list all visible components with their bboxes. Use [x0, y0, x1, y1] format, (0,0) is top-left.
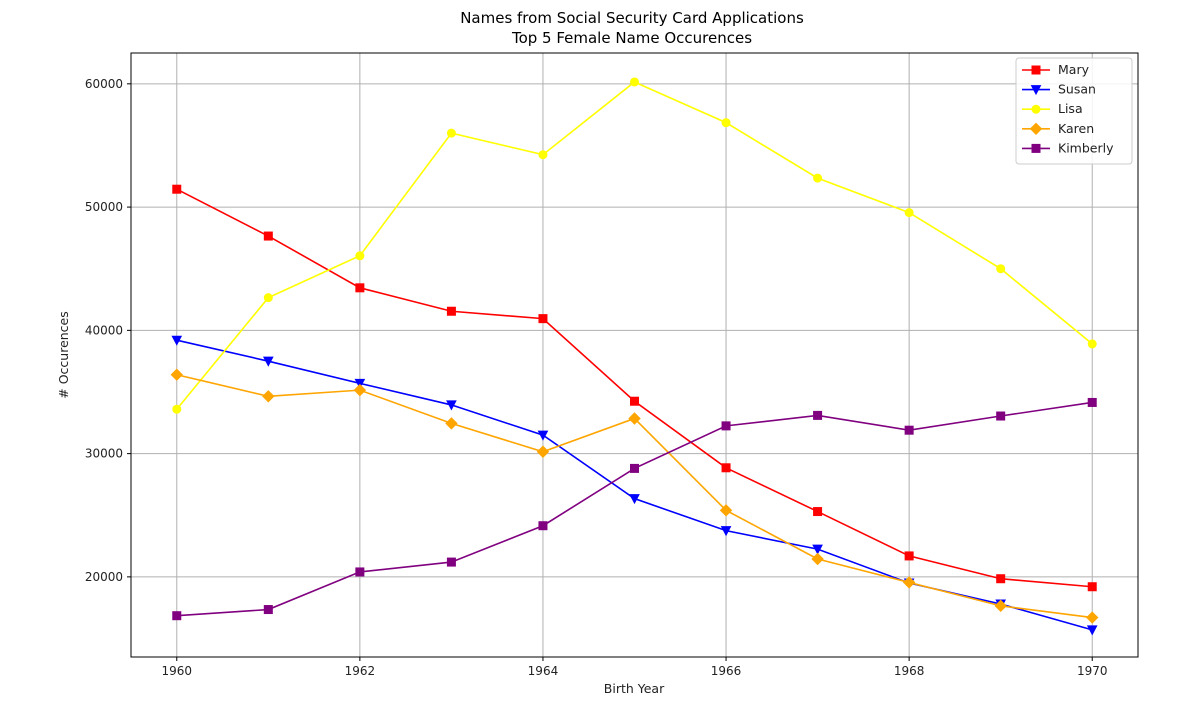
legend-item-lisa: Lisa — [1022, 101, 1083, 116]
data-point-lisa — [996, 264, 1006, 274]
data-point-susan — [629, 494, 640, 505]
data-point-kimberly — [538, 521, 548, 531]
series-susan — [171, 335, 1098, 636]
data-point-susan — [262, 356, 274, 367]
series-kimberly — [172, 397, 1097, 621]
chart-title: Names from Social Security Card Applicat… — [460, 9, 804, 27]
legend-label: Kimberly — [1058, 140, 1114, 155]
data-point-mary — [172, 184, 182, 194]
legend-swatch-marker — [1031, 143, 1041, 153]
data-point-karen — [1086, 611, 1099, 624]
data-point-mary — [355, 283, 365, 293]
y-tick-label: 30000 — [85, 447, 123, 461]
x-tick-label: 1962 — [345, 664, 376, 678]
series-lisa — [172, 77, 1097, 414]
data-point-lisa — [813, 173, 823, 183]
data-point-mary — [263, 231, 273, 241]
plot-frame — [130, 52, 1139, 658]
series-line-mary — [176, 188, 1093, 588]
data-point-karen — [994, 599, 1007, 613]
grid — [131, 53, 1138, 657]
y-tick-label: 40000 — [85, 323, 123, 337]
series-group — [170, 77, 1099, 636]
data-point-susan — [720, 526, 732, 537]
data-point-lisa — [721, 118, 731, 128]
data-point-kimberly — [1087, 397, 1097, 407]
x-axis-label: Birth Year — [604, 681, 665, 696]
data-point-mary — [1087, 582, 1097, 592]
data-point-karen — [628, 412, 641, 425]
data-point-susan — [537, 430, 549, 441]
series-line-susan — [176, 339, 1093, 631]
data-point-mary — [904, 551, 914, 561]
legend-item-mary: Mary — [1022, 62, 1090, 77]
x-tick-label: 1970 — [1077, 664, 1108, 678]
y-axis-label: # Occurences — [56, 311, 71, 399]
data-point-kimberly — [446, 557, 456, 567]
data-point-susan — [812, 544, 823, 555]
axis-ticks: 1960 1962 1964 1966 1968 1970 20000 30000 40000 5… — [85, 77, 1108, 678]
legend: Mary Susan Lisa Karen Kimberly — [1015, 57, 1133, 165]
data-point-lisa — [446, 128, 456, 138]
legend-swatch-marker — [1031, 65, 1041, 75]
data-point-kimberly — [904, 425, 914, 435]
legend-swatch-marker — [1030, 85, 1042, 96]
data-point-susan — [171, 335, 183, 346]
legend-item-susan: Susan — [1022, 82, 1096, 97]
data-point-susan — [1086, 625, 1098, 636]
data-point-karen — [902, 576, 916, 589]
data-point-lisa — [1087, 339, 1097, 349]
data-point-lisa — [904, 208, 914, 218]
legend-label: Susan — [1058, 82, 1096, 97]
series-mary — [172, 184, 1097, 592]
data-point-mary — [630, 396, 639, 406]
data-point-lisa — [630, 77, 639, 87]
data-point-mary — [538, 314, 548, 324]
data-point-karen — [170, 368, 183, 381]
legend-label: Karen — [1058, 121, 1094, 136]
data-point-karen — [353, 383, 367, 397]
y-tick-label: 50000 — [85, 200, 123, 214]
data-point-kimberly — [263, 605, 273, 615]
data-point-susan — [354, 378, 366, 389]
data-point-lisa — [538, 150, 548, 160]
legend-frame — [1015, 57, 1133, 165]
data-point-mary — [446, 306, 456, 316]
x-tick-label: 1968 — [894, 664, 925, 678]
y-tick-label: 60000 — [85, 77, 123, 91]
data-point-kimberly — [172, 611, 182, 621]
data-point-kimberly — [355, 567, 365, 577]
legend-label: Lisa — [1058, 101, 1083, 116]
data-point-lisa — [263, 293, 273, 303]
legend-label: Mary — [1058, 62, 1090, 77]
data-point-mary — [996, 574, 1006, 584]
data-point-karen — [536, 445, 550, 458]
series-karen — [170, 368, 1099, 624]
x-tick-label: 1960 — [161, 664, 192, 678]
series-line-lisa — [176, 81, 1093, 410]
legend-item-karen: Karen — [1022, 121, 1094, 136]
chart-subtitle: Top 5 Female Name Occurences — [511, 29, 752, 47]
data-point-mary — [813, 507, 823, 517]
x-tick-label: 1966 — [711, 664, 742, 678]
data-point-kimberly — [721, 421, 731, 431]
data-point-kimberly — [630, 463, 639, 473]
data-point-kimberly — [813, 410, 823, 420]
data-point-karen — [445, 417, 458, 430]
legend-item-kimberly: Kimberly — [1022, 140, 1114, 155]
x-tick-label: 1964 — [528, 664, 559, 678]
data-point-mary — [721, 463, 731, 473]
data-point-lisa — [355, 251, 365, 261]
data-point-karen — [719, 504, 733, 517]
legend-swatch-marker — [1031, 104, 1041, 114]
data-point-karen — [811, 552, 824, 566]
data-point-susan — [446, 400, 457, 411]
data-point-lisa — [172, 404, 182, 414]
y-tick-label: 20000 — [85, 570, 123, 584]
legend-swatch-marker — [1029, 122, 1043, 136]
data-point-kimberly — [996, 411, 1006, 421]
data-point-karen — [262, 390, 275, 403]
series-line-kimberly — [176, 401, 1093, 617]
